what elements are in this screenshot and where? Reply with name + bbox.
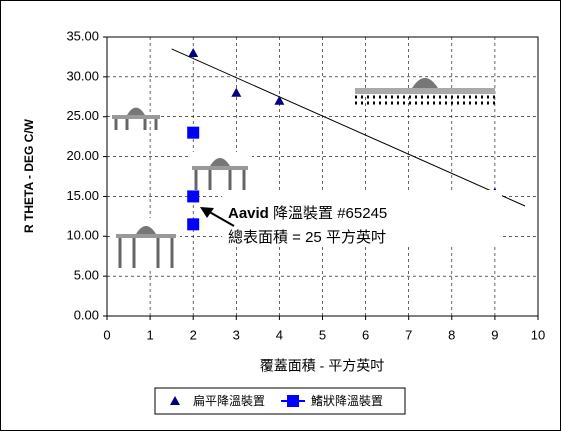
- x-tick-label: 2: [190, 327, 197, 342]
- annotation-text: Aavid 降溫裝置 #65245: [228, 205, 387, 222]
- x-tick-label: 6: [362, 327, 369, 342]
- square-marker: [187, 190, 199, 202]
- y-tick-label: 0.00: [74, 307, 99, 322]
- square-marker: [287, 395, 299, 407]
- y-tick-label: 10.00: [66, 228, 99, 243]
- y-axis-label: R THETA - DEG C/W: [22, 118, 36, 233]
- icon-fin-2: [190, 152, 252, 192]
- y-tick-label: 35.00: [66, 28, 99, 43]
- x-tick-label: 3: [233, 327, 240, 342]
- y-tick-label: 5.00: [74, 268, 99, 283]
- square-marker: [187, 218, 199, 230]
- icon-fin-3: [112, 218, 180, 270]
- square-marker: [187, 127, 199, 139]
- annotation-brand: Aavid: [228, 205, 269, 222]
- annotation-text: 總表面積 = 25 平方英吋: [228, 228, 386, 246]
- y-tick-label: 15.00: [66, 188, 99, 203]
- legend-label: 扁平降溫裝置: [193, 394, 265, 408]
- x-tick-label: 10: [531, 327, 545, 342]
- x-tick-label: 8: [448, 327, 455, 342]
- x-tick-label: 0: [103, 327, 110, 342]
- x-tick-label: 5: [319, 327, 326, 342]
- chart: R THETA - DEG C/W 覆蓋面積 - 平方英吋 0.005.0010…: [0, 0, 561, 431]
- x-tick-label: 7: [405, 327, 412, 342]
- x-axis-label: 覆蓋面積 - 平方英吋: [260, 358, 384, 374]
- x-tick-label: 4: [276, 327, 283, 342]
- y-tick-label: 25.00: [66, 108, 99, 123]
- y-tick-label: 20.00: [66, 148, 99, 163]
- x-tick-label: 1: [146, 327, 153, 342]
- annotation-model: 降溫裝置 #65245: [269, 205, 387, 222]
- legend-label: 鰭狀降溫裝置: [311, 394, 383, 408]
- x-tick-label: 9: [491, 327, 498, 342]
- y-tick-label: 30.00: [66, 68, 99, 83]
- page: R THETA - DEG C/W 覆蓋面積 - 平方英吋 0.005.0010…: [0, 0, 561, 436]
